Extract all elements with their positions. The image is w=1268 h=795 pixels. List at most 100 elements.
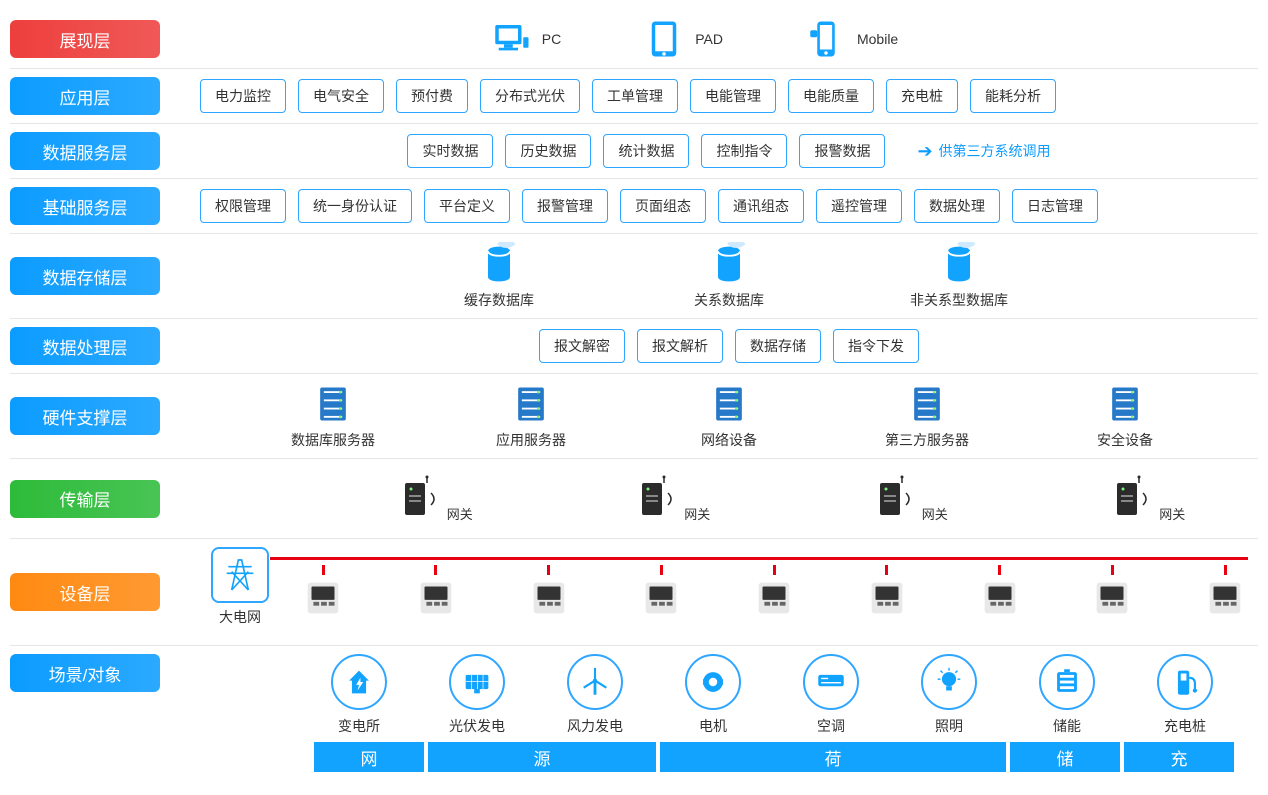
hardware-item: 安全设备	[1050, 382, 1200, 450]
basesvc-tag: 权限管理	[200, 189, 286, 223]
datasvc-tag: 报警数据	[799, 134, 885, 168]
hardware-item: 应用服务器	[456, 382, 606, 450]
basesvc-tag: 数据处理	[914, 189, 1000, 223]
grid-box: 大电网	[200, 547, 280, 627]
app-tag: 电能质量	[788, 79, 874, 113]
meter-device	[638, 565, 684, 621]
process-tag: 数据存储	[735, 329, 821, 363]
meter-device	[864, 565, 910, 621]
present-label: PC	[542, 31, 561, 47]
basesvc-tag: 通讯组态	[718, 189, 804, 223]
app-tag: 电气安全	[298, 79, 384, 113]
scene-item-battery: 储能	[1008, 654, 1126, 736]
present-item-pc: PC	[490, 18, 561, 60]
scene-group: 源	[428, 742, 656, 772]
meter-device	[526, 565, 572, 621]
hardware-item: 网络设备	[654, 382, 804, 450]
battery-icon	[1039, 654, 1095, 710]
scene-group: 网	[314, 742, 424, 772]
process-tag: 报文解析	[637, 329, 723, 363]
meter-device	[1202, 565, 1248, 621]
meter-device	[1089, 565, 1135, 621]
motor-icon	[685, 654, 741, 710]
scene-item-substation: 变电所	[300, 654, 418, 736]
ac-icon	[803, 654, 859, 710]
process-content: 报文解密报文解析数据存储指令下发	[200, 329, 1258, 363]
layer-label-transport: 传输层	[10, 480, 160, 518]
power-bus	[270, 557, 1248, 560]
storage-content: 缓存数据库 关系数据库 非关系型数据库	[200, 242, 1258, 310]
hardware-item: 第三方服务器	[852, 382, 1002, 450]
scene-item-motor: 电机	[654, 654, 772, 736]
layer-label-scene: 场景/对象	[10, 654, 160, 692]
layer-label-hardware: 硬件支撑层	[10, 397, 160, 435]
layer-label-present: 展现层	[10, 20, 160, 58]
layer-label-basesvc: 基础服务层	[10, 187, 160, 225]
scene-item-solar: 光伏发电	[418, 654, 536, 736]
app-tag: 充电桩	[886, 79, 958, 113]
solar-icon	[449, 654, 505, 710]
gateway-item: 网关	[363, 475, 503, 523]
hardware-content: 数据库服务器应用服务器网络设备第三方服务器安全设备	[200, 382, 1258, 450]
app-tag: 能耗分析	[970, 79, 1056, 113]
layer-label-app: 应用层	[10, 77, 160, 115]
storage-item: 关系数据库	[654, 242, 804, 310]
scene-item-ac: 空调	[772, 654, 890, 736]
meter-device	[413, 565, 459, 621]
basesvc-tag: 日志管理	[1012, 189, 1098, 223]
layer-label-device: 设备层	[10, 573, 160, 611]
process-tag: 指令下发	[833, 329, 919, 363]
substation-icon	[331, 654, 387, 710]
storage-item: 非关系型数据库	[884, 242, 1034, 310]
device-content: 大电网	[200, 547, 1258, 637]
app-content: 电力监控电气安全预付费分布式光伏工单管理电能管理电能质量充电桩能耗分析	[200, 79, 1258, 113]
scene-group: 储	[1010, 742, 1120, 772]
transport-content: 网关 网关 网关 网关	[200, 475, 1258, 523]
datasvc-tag: 实时数据	[407, 134, 493, 168]
meter-device	[300, 565, 346, 621]
datasvc-tag: 历史数据	[505, 134, 591, 168]
gateway-item: 网关	[1075, 475, 1215, 523]
datasvc-tag: 控制指令	[701, 134, 787, 168]
storage-item: 缓存数据库	[424, 242, 574, 310]
basesvc-content: 权限管理统一身份认证平台定义报警管理页面组态通讯组态遥控管理数据处理日志管理	[200, 189, 1258, 223]
gateway-item: 网关	[600, 475, 740, 523]
app-tag: 电力监控	[200, 79, 286, 113]
basesvc-tag: 报警管理	[522, 189, 608, 223]
meter-device	[751, 565, 797, 621]
basesvc-tag: 页面组态	[620, 189, 706, 223]
app-tag: 工单管理	[592, 79, 678, 113]
scene-item-light: 照明	[890, 654, 1008, 736]
scene-group: 荷	[660, 742, 1006, 772]
present-content: PC PAD Mobile	[200, 18, 1258, 60]
tower-icon	[211, 547, 269, 603]
meter-device	[977, 565, 1023, 621]
scene-groups: 网源荷储充	[314, 742, 1258, 772]
basesvc-tag: 平台定义	[424, 189, 510, 223]
layer-label-datasvc: 数据服务层	[10, 132, 160, 170]
present-label: PAD	[695, 31, 723, 47]
datasvc-tag: 统计数据	[603, 134, 689, 168]
layer-label-process: 数据处理层	[10, 327, 160, 365]
present-label: Mobile	[857, 31, 898, 47]
scene-group: 充	[1124, 742, 1234, 772]
app-tag: 分布式光伏	[480, 79, 580, 113]
scene-item-wind: 风力发电	[536, 654, 654, 736]
app-tag: 电能管理	[690, 79, 776, 113]
present-item-pad: PAD	[643, 18, 723, 60]
device-meters	[300, 565, 1248, 621]
scene-content: 变电所光伏发电风力发电电机空调照明储能充电桩网源荷储充	[200, 654, 1258, 772]
light-icon	[921, 654, 977, 710]
present-item-mobile: Mobile	[805, 18, 898, 60]
scene-item-charger: 充电桩	[1126, 654, 1244, 736]
charger-icon	[1157, 654, 1213, 710]
app-tag: 预付费	[396, 79, 468, 113]
third-party-note: ➔ 供第三方系统调用	[917, 141, 1050, 162]
hardware-item: 数据库服务器	[258, 382, 408, 450]
basesvc-tag: 统一身份认证	[298, 189, 412, 223]
wind-icon	[567, 654, 623, 710]
datasvc-content: 实时数据历史数据统计数据控制指令报警数据 ➔ 供第三方系统调用	[200, 134, 1258, 168]
gateway-item: 网关	[838, 475, 978, 523]
process-tag: 报文解密	[539, 329, 625, 363]
basesvc-tag: 遥控管理	[816, 189, 902, 223]
